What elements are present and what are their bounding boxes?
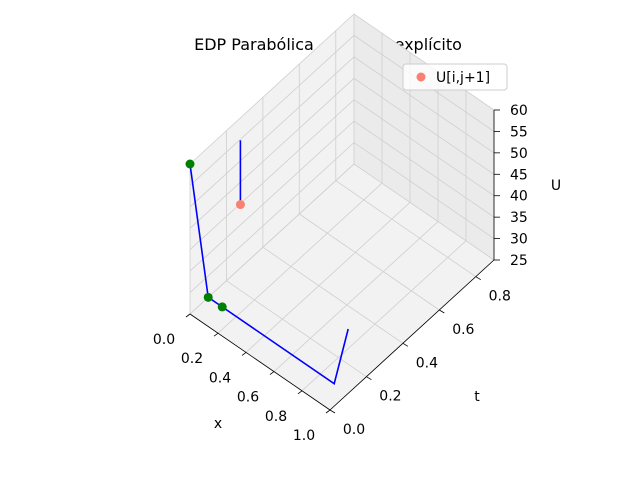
x-tick-label: 1.0 [293,428,315,444]
x-tick-label: 0.2 [181,351,203,367]
grid-line-u [189,34,495,186]
t-tick-mark [329,409,336,414]
axis-lines [189,110,495,411]
t-tick-mark [475,276,481,281]
u-tick-label: 55 [510,124,528,140]
grid-line-u [189,56,495,208]
x-axis-line [189,313,331,411]
axes-panes [190,14,494,410]
t-tick-label: 0.0 [343,422,365,438]
x-tick-label: 0.8 [265,409,287,425]
x-tick-mark [241,352,247,356]
t-tick-mark [439,309,445,314]
new-point-marker [235,200,245,210]
floor-pane [190,164,494,410]
x-tick-mark [213,332,219,337]
x-axis-label: x [214,416,222,432]
grid-line-u [189,120,495,272]
grid-line-u [189,99,495,250]
grid-line-u [189,163,495,315]
x-tick-mark [297,390,303,395]
u-axis-label: U [551,178,561,194]
known-point [217,302,227,312]
known-point [185,159,195,169]
u-tick-label: 40 [510,189,528,205]
x-tick-mark [269,371,275,375]
u-tick-label: 60 [510,103,528,119]
t-tick-mark [402,342,409,347]
data-series [185,140,349,386]
back-pane [354,14,494,260]
x-tick-mark [325,409,331,414]
x-tick-mark [185,313,191,318]
t-tick-label: 0.8 [489,289,511,305]
tick-labels: 0.0 0.2 0.4 0.6 0.8 1.0 0.0 0.2 0.4 0.6 0.8 25 30 35 4… [153,103,561,444]
u-tick-label: 50 [510,146,528,162]
legend-marker [416,72,426,82]
x-tick-label: 0.0 [153,332,175,348]
t-tick-label: 0.6 [452,322,474,338]
legend-box [402,63,508,91]
grid-line-u [189,142,495,293]
known-point [203,292,213,302]
u-tick-label: 30 [510,232,528,248]
x-tick-label: 0.6 [237,390,259,406]
t-tick-label: 0.4 [416,355,438,371]
u-tick-label: 45 [510,167,528,183]
legend-label: U[i,j+1] [436,70,490,86]
x-tick-label: 0.4 [209,370,231,386]
u-tick-label: 25 [510,253,528,269]
t-tick-mark [366,376,372,381]
u-tick-label: 35 [510,210,528,226]
t-axis-label: t [474,389,480,405]
t-axis-line [329,259,495,411]
legend: U[i,j+1] [402,63,508,91]
t-tick-label: 0.2 [379,389,401,405]
left-pane [190,14,354,314]
grid-line-u [189,77,495,229]
